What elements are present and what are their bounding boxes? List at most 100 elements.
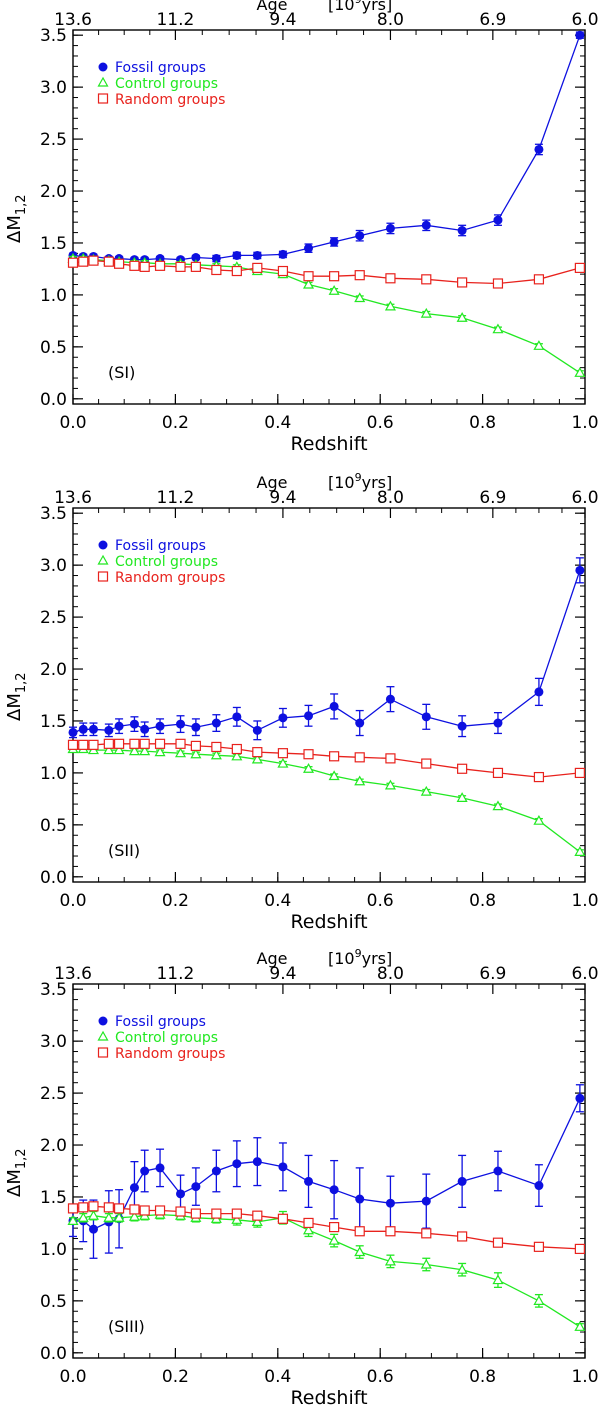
y-tick-label: 3.0	[40, 556, 67, 576]
data-point	[154, 1205, 166, 1216]
data-point	[211, 741, 222, 753]
data-point	[113, 744, 125, 755]
data-point	[277, 1213, 289, 1224]
data-point	[175, 738, 186, 749]
data-point	[103, 1202, 114, 1213]
data-point	[190, 261, 201, 272]
data-point	[456, 792, 468, 802]
data-point	[329, 751, 340, 762]
legend-marker	[98, 1016, 108, 1026]
legend-label: Random groups	[115, 92, 225, 108]
data-point	[211, 254, 221, 264]
y-tick-label: 3.5	[40, 504, 67, 524]
data-point	[575, 30, 585, 40]
top-tick-label: 6.9	[479, 488, 506, 508]
top-tick-label: 6.0	[571, 10, 598, 30]
data-point	[304, 711, 314, 721]
y-tick-label: 1.0	[40, 764, 67, 784]
legend-marker	[97, 1030, 109, 1041]
data-point	[103, 738, 114, 749]
y-tick-label: 0.0	[40, 868, 67, 888]
data-point	[302, 278, 315, 289]
y-tick-label: 3.5	[40, 26, 67, 46]
x-tick-label: 0.8	[469, 1367, 496, 1387]
data-point	[492, 323, 504, 334]
data-point	[211, 1166, 221, 1176]
legend-label: Fossil groups	[115, 60, 206, 76]
y-tick-label: 1.0	[40, 286, 67, 306]
data-point	[232, 250, 242, 260]
data-point	[421, 712, 431, 722]
data-point	[457, 721, 467, 731]
data-point	[421, 220, 431, 230]
data-point	[67, 257, 79, 268]
y-tick-label: 1.0	[40, 1240, 67, 1260]
data-point	[420, 785, 432, 796]
top-tick-label: 11.2	[156, 10, 194, 30]
data-point	[78, 739, 89, 750]
data-point	[78, 1202, 89, 1213]
data-point	[492, 1274, 504, 1285]
data-point	[328, 285, 340, 295]
top-tick-label: 6.0	[571, 488, 598, 508]
data-point	[384, 779, 396, 790]
data-point	[104, 725, 114, 735]
data-point	[155, 721, 165, 731]
series-line	[73, 748, 581, 853]
data-point	[232, 712, 242, 722]
y-tick-label: 2.0	[40, 660, 67, 680]
data-point	[328, 1234, 340, 1245]
data-point	[533, 771, 545, 783]
data-point	[457, 1176, 467, 1186]
data-point	[457, 226, 467, 236]
data-point	[534, 144, 544, 154]
data-point	[384, 1255, 396, 1266]
data-point	[384, 300, 396, 311]
data-point	[155, 1163, 165, 1173]
x-tick-label: 0.8	[469, 413, 496, 433]
data-point	[457, 277, 468, 288]
data-point	[78, 256, 89, 267]
data-point	[355, 1194, 365, 1204]
data-point	[574, 767, 585, 779]
data-point	[88, 724, 98, 734]
data-point	[140, 1166, 150, 1176]
legend-marker	[97, 93, 109, 104]
top-tick-label: 8.0	[377, 10, 404, 30]
data-point	[420, 307, 432, 318]
series-triangle	[67, 252, 586, 377]
data-point	[457, 1231, 468, 1242]
legend-marker	[98, 62, 108, 72]
y-axis-label: ΔM1,2	[4, 1148, 29, 1197]
data-point	[533, 340, 545, 350]
chart-panel-3: 0.0 0.2 0.4 0.6 0.8 1.0 0.0 0.5 1.0 1.5 2.0 2.5 3.0 3…	[4, 947, 599, 1409]
y-tick-label: 1.5	[40, 712, 67, 732]
x-tick-label: 0.6	[367, 413, 394, 433]
y-tick-label: 2.5	[40, 130, 67, 150]
data-point	[574, 1321, 586, 1331]
data-point	[277, 757, 289, 768]
data-point	[129, 260, 140, 271]
data-point	[87, 1209, 100, 1220]
data-point	[329, 1185, 339, 1195]
data-point	[154, 260, 166, 271]
x-tick-label: 0.6	[367, 891, 394, 911]
y-tick-label: 0.5	[40, 816, 67, 836]
y-tick-label: 3.0	[40, 78, 67, 98]
data-point	[354, 775, 366, 786]
legend-label: Random groups	[115, 1046, 225, 1062]
data-point	[139, 745, 151, 756]
data-point	[385, 223, 395, 233]
data-point	[574, 262, 585, 274]
series-line	[72, 570, 581, 734]
data-point	[421, 1228, 432, 1239]
data-point	[231, 750, 243, 761]
data-point	[67, 1215, 79, 1225]
y-tick-label: 1.5	[40, 234, 67, 254]
panel-label: (SIII)	[108, 1317, 145, 1336]
data-point	[303, 1217, 314, 1229]
top-tick-label: 13.6	[54, 10, 92, 30]
data-point	[457, 763, 468, 774]
